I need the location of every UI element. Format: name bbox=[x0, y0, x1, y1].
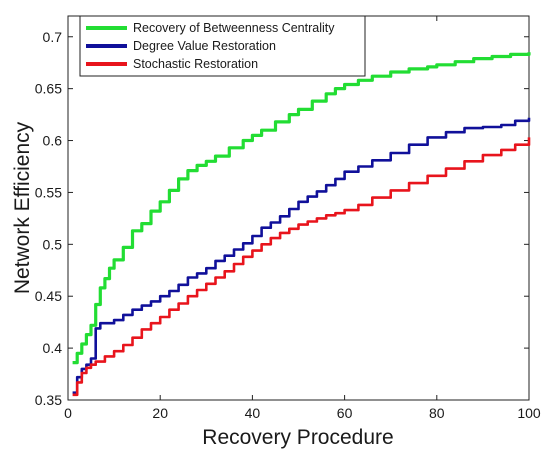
x-tick-label: 20 bbox=[152, 405, 168, 421]
y-tick-label: 0.45 bbox=[35, 288, 62, 304]
legend-label-betweenness: Recovery of Betweenness Centrality bbox=[133, 21, 335, 35]
y-tick-label: 0.5 bbox=[43, 236, 63, 252]
x-tick-label: 0 bbox=[64, 405, 72, 421]
x-tick-label: 80 bbox=[429, 405, 445, 421]
legend: Recovery of Betweenness Centrality Degre… bbox=[79, 15, 366, 77]
y-tick-label: 0.55 bbox=[35, 184, 62, 200]
y-tick-label: 0.6 bbox=[43, 133, 63, 149]
y-tick-label: 0.35 bbox=[35, 392, 62, 408]
x-tick-label: 40 bbox=[245, 405, 261, 421]
legend-label-stochastic: Stochastic Restoration bbox=[133, 57, 258, 71]
legend-box bbox=[79, 15, 366, 77]
series-line-betweenness bbox=[72, 52, 531, 365]
x-tick-label: 60 bbox=[337, 405, 353, 421]
series-line-stochastic bbox=[72, 137, 531, 397]
x-tick-label: 100 bbox=[517, 405, 541, 421]
x-axis-title: Recovery Procedure bbox=[202, 426, 393, 449]
legend-label-degree: Degree Value Restoration bbox=[133, 39, 276, 53]
y-tick-label: 0.65 bbox=[35, 81, 62, 97]
y-axis-title: Network Efficiency bbox=[11, 121, 34, 294]
y-tick-label: 0.4 bbox=[43, 340, 63, 356]
series-line-degree bbox=[72, 117, 531, 394]
y-tick-label: 0.7 bbox=[43, 29, 63, 45]
